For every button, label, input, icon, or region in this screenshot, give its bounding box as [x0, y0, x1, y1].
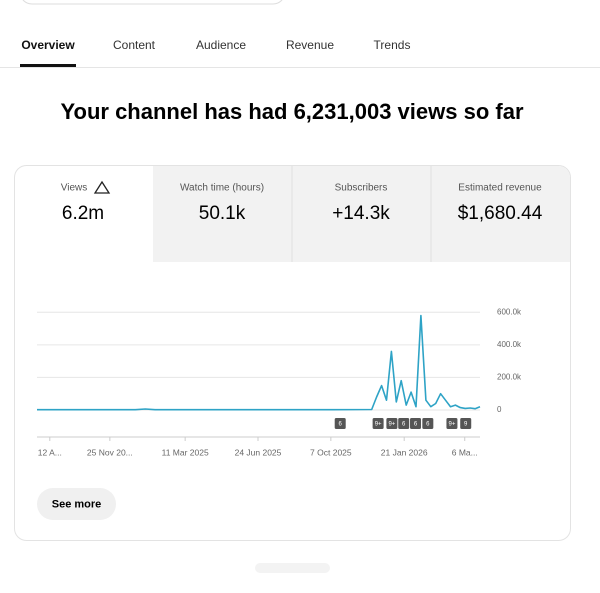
headline: Your channel has had 6,231,003 views so … [60, 99, 523, 124]
event-marker-label: 6 [339, 422, 343, 428]
tab[interactable]: Overview [21, 38, 75, 52]
x-tick-label: 21 Jan 2026 [381, 447, 428, 457]
see-more-button[interactable] [37, 488, 116, 520]
event-marker-label: 9+ [375, 422, 382, 428]
event-marker [398, 418, 410, 429]
metric[interactable]: Views 6.2m [61, 180, 111, 224]
y-tick-label: 400.0k [497, 340, 522, 349]
event-marker [446, 418, 458, 429]
metric-value: 50.1k [199, 203, 246, 224]
tab[interactable]: Revenue [286, 38, 334, 52]
event-marker-label: 6 [402, 422, 406, 428]
chart: 0 200.0k 400.0k 600.0k 12 A... 25 Nov 20... 11… [37, 307, 522, 457]
event-marker [460, 418, 472, 429]
event-marker-label: 9+ [388, 422, 395, 428]
x-tick-label: 24 Jun 2025 [235, 447, 282, 457]
x-tick-label: 6 Ma... [452, 447, 478, 457]
tab[interactable]: Trends [374, 38, 411, 52]
metric-value: +14.3k [332, 203, 390, 224]
event-marker [372, 418, 384, 429]
warning-icon [93, 180, 111, 194]
y-tick-label: 200.0k [497, 373, 522, 382]
tab-bar: Overview Content Audience Revenue Trends [21, 38, 410, 52]
metric-value: 6.2m [62, 203, 104, 224]
metric-label: Estimated revenue [458, 183, 542, 194]
y-tick-label: 600.0k [497, 307, 522, 316]
x-tick-label: 25 Nov 20... [87, 447, 133, 457]
metric[interactable]: Watch time (hours) 50.1k [180, 183, 264, 224]
event-marker-label: 6 [414, 422, 418, 428]
metric[interactable]: Estimated revenue $1,680.44 [458, 183, 543, 224]
tab[interactable]: Content [113, 38, 156, 52]
footer-shape [255, 563, 330, 573]
x-tick-label: 11 Mar 2025 [162, 447, 209, 457]
x-tick-label: 7 Oct 2025 [310, 447, 352, 457]
event-marker-label: 9+ [449, 422, 456, 428]
event-marker-label: 6 [426, 422, 430, 428]
x-tick-label: 12 A... [38, 447, 62, 457]
y-tick-label: 0 [497, 405, 502, 414]
metric-label: Subscribers [335, 183, 388, 194]
metric-label: Views [61, 183, 88, 194]
data-line [37, 314, 481, 411]
metric-tabs-bg [153, 166, 570, 262]
event-marker [334, 418, 346, 429]
event-marker [386, 418, 398, 429]
event-marker [422, 418, 434, 429]
metric[interactable]: Subscribers +14.3k [332, 183, 390, 224]
event-marker-label: 9 [464, 422, 468, 428]
tab-underline [20, 64, 76, 67]
search-bar[interactable] [20, 0, 285, 5]
see-more-label: See more [52, 498, 102, 510]
event-marker [410, 418, 422, 429]
tab[interactable]: Audience [196, 38, 246, 52]
metric-label: Watch time (hours) [180, 183, 264, 194]
metric-value: $1,680.44 [458, 203, 543, 224]
